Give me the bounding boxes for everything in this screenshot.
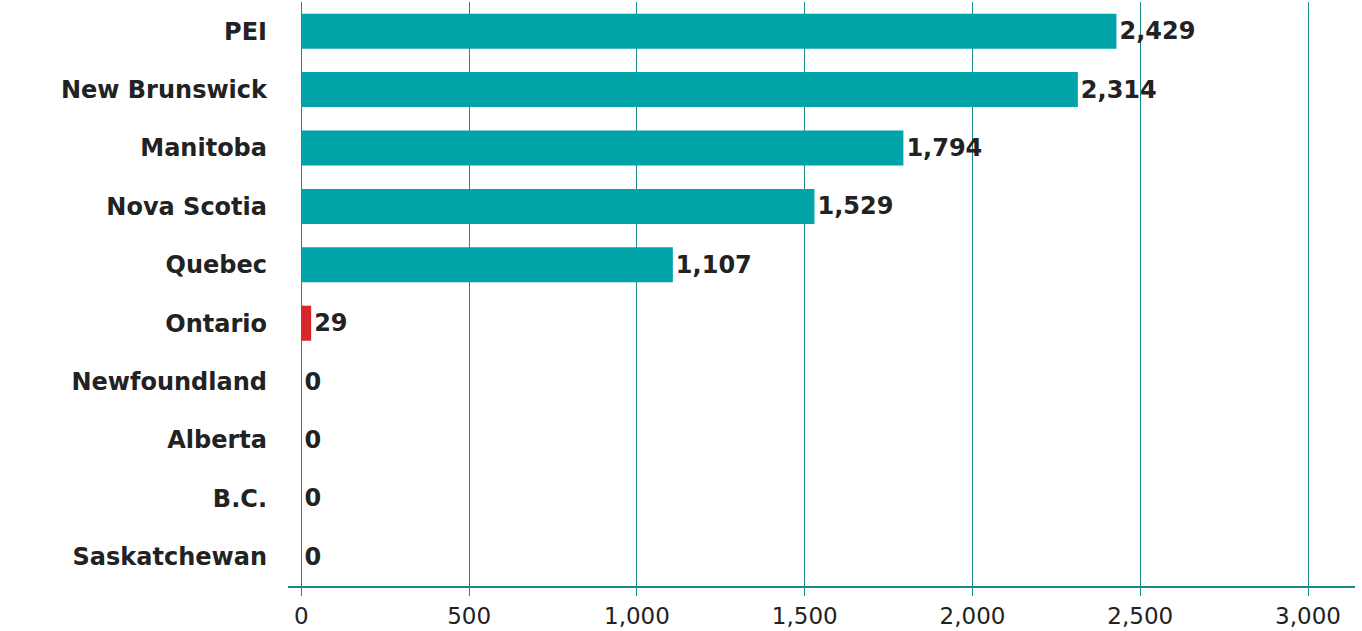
svg-text:Newfoundland: Newfoundland <box>71 368 267 396</box>
svg-text:Nova Scotia: Nova Scotia <box>106 193 267 221</box>
svg-text:2,500: 2,500 <box>1107 603 1173 629</box>
svg-text:0: 0 <box>304 543 321 571</box>
svg-text:New Brunswick: New Brunswick <box>61 76 268 104</box>
svg-text:1,794: 1,794 <box>906 134 982 162</box>
svg-text:1,529: 1,529 <box>817 192 893 220</box>
svg-text:29: 29 <box>314 309 347 337</box>
svg-text:PEI: PEI <box>224 18 267 46</box>
svg-text:500: 500 <box>447 603 491 629</box>
svg-text:3,000: 3,000 <box>1275 603 1341 629</box>
svg-text:1,500: 1,500 <box>772 603 838 629</box>
svg-text:0: 0 <box>304 484 321 512</box>
svg-text:1,000: 1,000 <box>604 603 670 629</box>
svg-text:Ontario: Ontario <box>165 310 267 338</box>
svg-text:2,000: 2,000 <box>940 603 1006 629</box>
svg-text:Alberta: Alberta <box>167 426 267 454</box>
svg-text:2,314: 2,314 <box>1081 76 1157 104</box>
svg-text:Manitoba: Manitoba <box>140 134 267 162</box>
svg-text:1,107: 1,107 <box>676 251 752 279</box>
svg-text:0: 0 <box>304 368 321 396</box>
svg-text:2,429: 2,429 <box>1119 17 1195 45</box>
svg-text:B.C.: B.C. <box>213 485 267 513</box>
svg-text:Quebec: Quebec <box>166 251 267 279</box>
svg-text:0: 0 <box>294 603 309 629</box>
svg-text:0: 0 <box>304 426 321 454</box>
svg-text:Saskatchewan: Saskatchewan <box>73 543 267 571</box>
